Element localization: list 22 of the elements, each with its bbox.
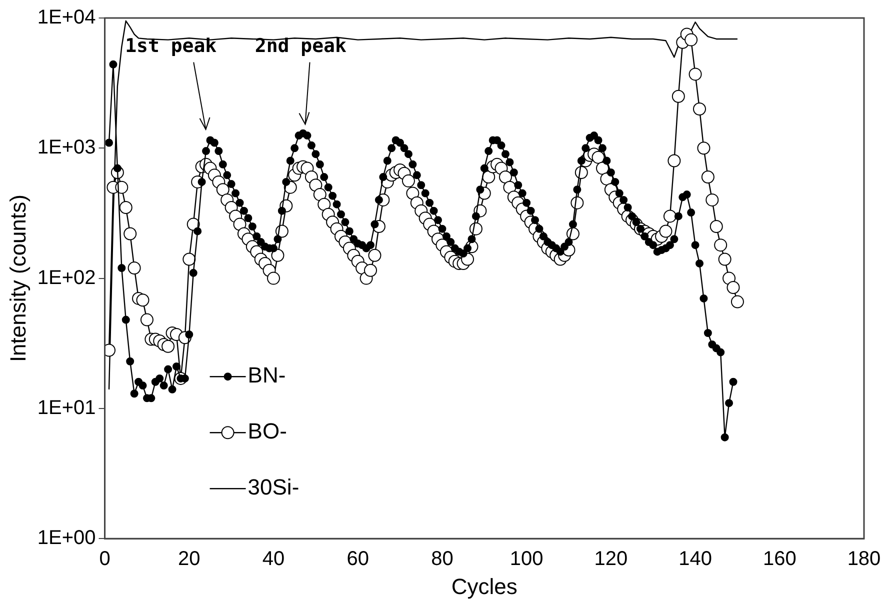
x-axis-title: Cycles <box>451 574 518 599</box>
x-tick-label: 140 <box>678 548 712 570</box>
legend-label: BO- <box>248 418 287 444</box>
annotation: 1st peak <box>125 35 218 58</box>
y-tick-label: 1E+02 <box>37 266 96 289</box>
x-tick-label: 180 <box>847 548 881 570</box>
x-tick-label: 100 <box>510 548 544 570</box>
x-tick-label: 120 <box>594 548 628 570</box>
legend-label: BN- <box>248 362 286 388</box>
y-tick-label: 1E+04 <box>37 6 96 29</box>
x-tick-label: 80 <box>431 548 454 570</box>
x-tick-label: 0 <box>99 548 110 570</box>
x-tick-label: 60 <box>346 548 369 570</box>
x-tick-label: 160 <box>762 548 796 570</box>
annotation: 2nd peak <box>254 35 347 58</box>
legend-label: 30Si- <box>248 474 300 500</box>
y-tick-label: 1E+03 <box>37 136 96 159</box>
y-axis-title: Intensity (counts) <box>5 194 30 362</box>
x-tick-label: 40 <box>262 548 285 570</box>
x-tick-label: 20 <box>178 548 200 570</box>
y-tick-label: 1E+01 <box>37 396 96 419</box>
y-tick-label: 1E+00 <box>37 527 96 550</box>
